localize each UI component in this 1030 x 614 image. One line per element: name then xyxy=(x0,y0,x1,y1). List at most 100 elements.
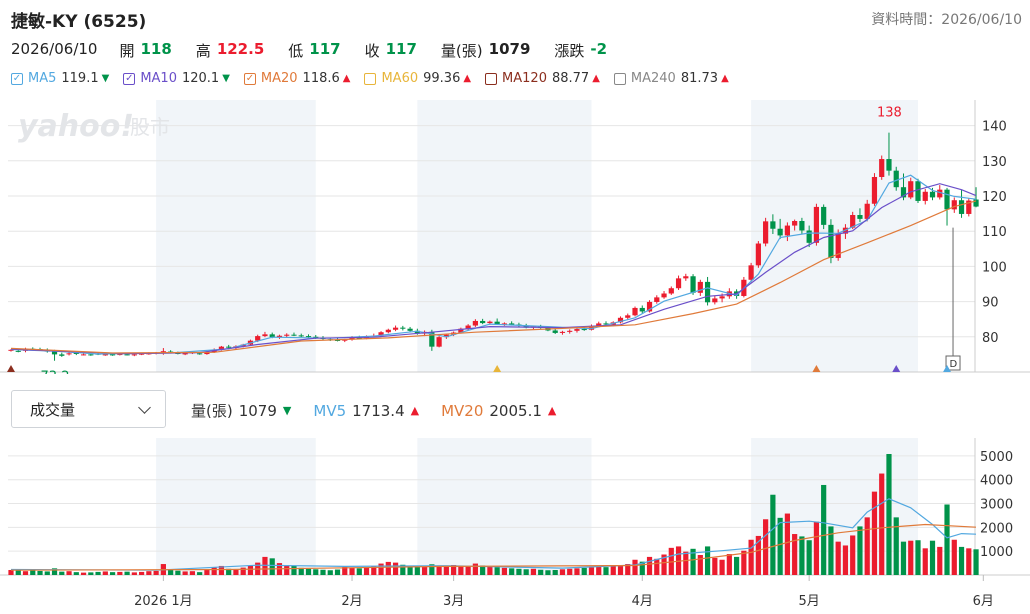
volume-bar xyxy=(850,535,856,575)
candle-body xyxy=(226,346,232,348)
volume-bar xyxy=(80,572,87,575)
candle-body xyxy=(784,225,790,236)
volume-bar xyxy=(530,568,537,575)
candle-body xyxy=(131,354,137,356)
volume-bar xyxy=(22,571,29,575)
volume-bar xyxy=(632,559,638,575)
volume-bar xyxy=(704,546,711,575)
checkbox-icon[interactable] xyxy=(613,72,626,85)
candle-body xyxy=(639,307,645,312)
volume-bar xyxy=(421,566,428,575)
volume-bar xyxy=(342,566,348,575)
y-tick-label: 100 xyxy=(982,260,1007,275)
volume-bar xyxy=(937,546,943,575)
candle-body xyxy=(915,181,921,201)
volume-bar xyxy=(908,540,914,575)
checkbox-icon[interactable]: ✓ xyxy=(243,72,256,85)
volume-bar xyxy=(414,566,420,575)
volume-bar xyxy=(661,554,667,575)
event-marker-icon xyxy=(943,365,952,372)
volume-bar xyxy=(639,561,645,575)
ma-line-ma20 xyxy=(10,200,977,354)
candle-body xyxy=(937,189,943,198)
volume-bar xyxy=(233,569,239,575)
ma-toggle-ma5[interactable]: ✓ MA5 119.1 ▼ xyxy=(11,71,109,86)
watermark-sub: 股市 xyxy=(130,115,170,139)
volume-bar xyxy=(574,568,580,575)
candle-body xyxy=(51,351,58,355)
candle-body xyxy=(770,221,776,229)
volume-legend-value: 2005.1 xyxy=(489,401,542,420)
quote-row: 2026/06/10 開 118 高 122.5 低 117 收 117 量(張… xyxy=(11,40,631,61)
y-tick-label: 90 xyxy=(982,296,999,311)
ma-toggle-ma120[interactable]: MA120 88.77 ▲ xyxy=(485,71,600,86)
volume-bar xyxy=(197,572,203,575)
volume-bar xyxy=(683,551,689,575)
checkbox-icon[interactable]: ✓ xyxy=(11,72,23,85)
volume-bar xyxy=(915,540,921,575)
candle-body xyxy=(675,278,682,289)
ma-name: MA20 xyxy=(260,71,298,86)
ma-toggle-ma60[interactable]: MA60 99.36 ▲ xyxy=(364,71,471,86)
volume-label: 量(張) xyxy=(440,42,483,60)
volume-bar xyxy=(429,564,435,575)
chevron-down-icon xyxy=(138,401,151,414)
indicator-select[interactable]: 成交量 xyxy=(11,390,166,428)
candle-body xyxy=(313,336,319,338)
volume-bar xyxy=(900,541,907,575)
ma-toggle-ma10[interactable]: ✓ MA10 120.1 ▼ xyxy=(123,71,230,86)
volume-bar xyxy=(59,571,65,575)
checkbox-icon[interactable]: ✓ xyxy=(123,72,136,85)
volume-bar xyxy=(458,565,464,575)
ma-toggle-ma20[interactable]: ✓ MA20 118.6 ▲ xyxy=(243,71,350,86)
ma-toggle-ma240[interactable]: MA240 81.73 ▲ xyxy=(613,71,729,86)
volume-bar xyxy=(509,568,515,575)
candle-body xyxy=(458,328,464,333)
volume-bar xyxy=(102,571,108,575)
volume-bar xyxy=(73,572,79,575)
volume-bar xyxy=(523,569,529,575)
open-label: 開 xyxy=(119,42,135,60)
volume-bar xyxy=(516,568,522,575)
ma-name: MA5 xyxy=(28,71,57,86)
candle-body xyxy=(117,354,123,356)
candle-body xyxy=(182,352,188,355)
volume-bar xyxy=(327,570,333,575)
close-label: 收 xyxy=(364,42,380,60)
candle-body xyxy=(929,191,936,198)
volume-bar xyxy=(879,473,885,575)
volume-bar xyxy=(792,534,798,575)
candle-body xyxy=(625,315,631,318)
event-marker-icon xyxy=(812,365,821,372)
ma-name: MA120 xyxy=(502,71,547,86)
volume-bar xyxy=(944,504,950,575)
candle-body xyxy=(204,352,210,355)
candle-body xyxy=(436,337,442,347)
low-label: 低 xyxy=(288,42,304,60)
volume-bar xyxy=(407,565,413,575)
candle-body xyxy=(821,206,827,225)
arrow-down-icon: ▼ xyxy=(101,73,110,84)
volume-bar xyxy=(117,571,123,575)
checkbox-icon[interactable] xyxy=(364,72,377,85)
candle-body xyxy=(828,224,834,258)
arrow-down-icon: ▼ xyxy=(282,404,292,417)
candle-body xyxy=(922,191,928,201)
checkbox-icon[interactable] xyxy=(485,72,498,85)
volume-bar xyxy=(922,548,928,575)
candle-body xyxy=(596,323,602,326)
candle-body xyxy=(712,298,718,303)
volume-bar xyxy=(755,535,761,575)
volume-legend-value: 1713.4 xyxy=(352,401,405,420)
candle-body xyxy=(262,334,268,337)
candle-body xyxy=(763,221,769,244)
month-band xyxy=(156,100,316,372)
candle-body xyxy=(799,220,805,231)
arrow-down-icon: ▼ xyxy=(222,73,230,84)
change-label: 漲跌 xyxy=(554,42,585,60)
candle-body xyxy=(908,181,914,198)
month-band xyxy=(417,438,592,575)
candle-body xyxy=(501,323,508,325)
volume-legend-value: 1079 xyxy=(238,401,277,420)
candle-body xyxy=(124,354,130,356)
